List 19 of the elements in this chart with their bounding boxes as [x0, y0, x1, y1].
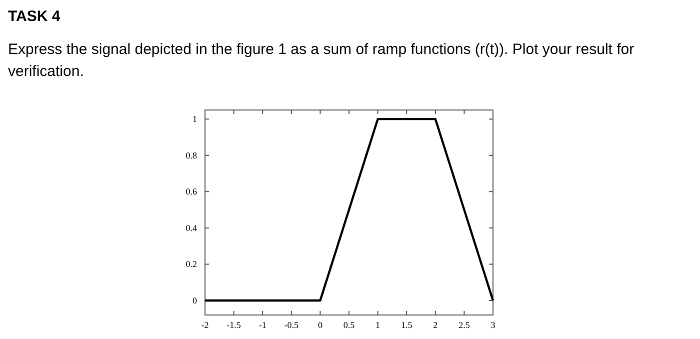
x-tick-label: 2.5 [458, 320, 470, 330]
y-tick-label: 0.4 [186, 222, 198, 233]
x-tick-label: 2 [433, 320, 438, 330]
x-tick-label: 1 [376, 320, 380, 330]
x-tick-label: 0 [318, 320, 323, 330]
x-tick-label: -1.5 [226, 320, 242, 330]
y-tick-label: 0.6 [186, 186, 198, 197]
x-tick-label: 0.5 [343, 320, 356, 330]
y-tick-label: 0 [192, 295, 198, 306]
x-tick-label: -0.5 [284, 320, 300, 330]
y-tick-label: 0.8 [186, 150, 198, 160]
x-tick-label: 1.5 [400, 320, 413, 330]
text: TASK 4 [8, 8, 62, 25]
y-tick-label: 1 [192, 114, 197, 124]
x-tick-label: -1 [258, 320, 266, 330]
chart-subtitle: Express the signal depicted in the figure 1 as a sum of ramp functions (r(t)). Plot your result for verification. [8, 40, 636, 82]
x-tick-label: 3 [490, 320, 496, 330]
y-tick-label: 0.2 [186, 259, 197, 270]
x-tick-label: -2 [201, 320, 209, 330]
